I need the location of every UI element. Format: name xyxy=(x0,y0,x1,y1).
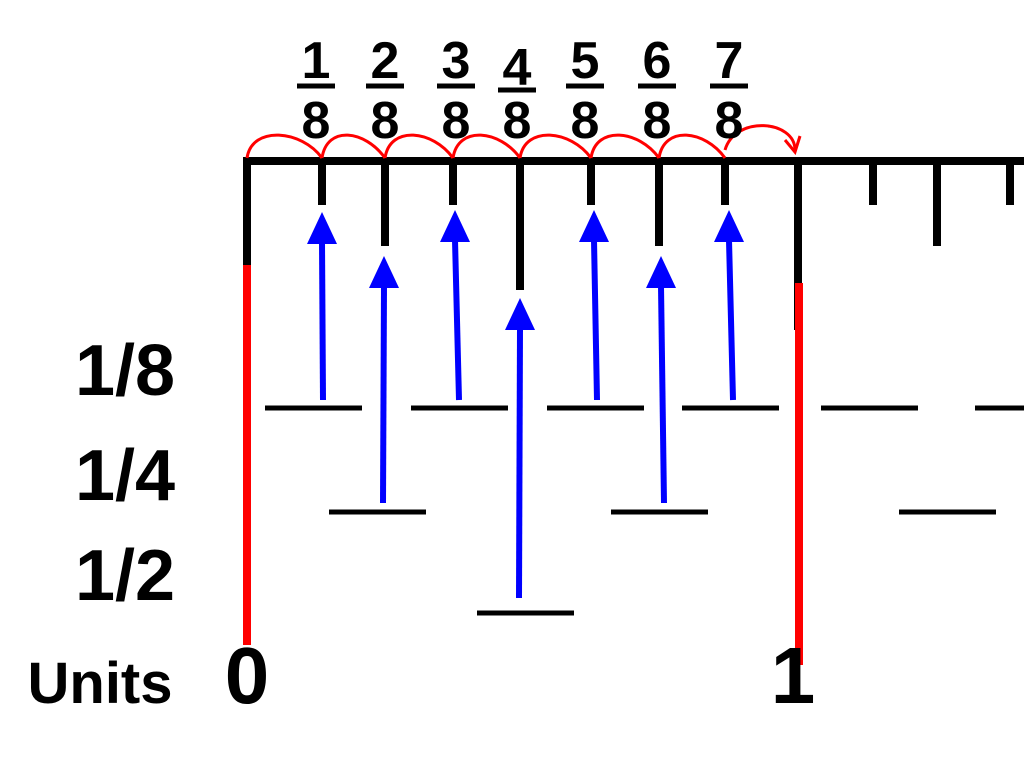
fraction-numerator: 2 xyxy=(371,32,400,90)
fraction-segments xyxy=(265,405,1024,616)
row-label-eighth: 1/8 xyxy=(75,331,175,411)
fraction-4-8: 48 xyxy=(498,39,536,150)
arrow-head-icon xyxy=(579,210,609,242)
fraction-1-8: 18 xyxy=(297,32,335,150)
arrow-head-icon xyxy=(369,256,399,288)
arrow-head-icon xyxy=(646,256,676,288)
fraction-2-8: 28 xyxy=(366,32,404,150)
arrow-shaft xyxy=(380,285,387,504)
arrow-shaft xyxy=(658,285,667,504)
arrow-head-icon xyxy=(440,210,470,242)
arrow-head-icon xyxy=(714,210,744,242)
hop-arc xyxy=(320,133,387,159)
unit-label-0: 0 xyxy=(225,631,270,720)
row-label-units: Units xyxy=(28,651,173,716)
arrow xyxy=(307,212,337,401)
arrow xyxy=(646,256,676,504)
hop-arc xyxy=(518,133,593,159)
fraction-numerator: 4 xyxy=(503,39,532,97)
fraction-denominator: 8 xyxy=(643,92,672,150)
arrow-shaft xyxy=(516,327,523,599)
fraction-numerator: 6 xyxy=(643,32,672,90)
arrow xyxy=(579,210,609,401)
fraction-numerator: 1 xyxy=(302,32,331,90)
arrow-head-icon xyxy=(307,212,337,244)
fraction-denominator: 8 xyxy=(503,92,532,150)
hop-arc xyxy=(589,133,661,159)
fraction-denominator: 8 xyxy=(715,92,744,150)
arrow-head-icon xyxy=(505,298,535,330)
arrow-shaft xyxy=(452,239,462,401)
fraction-numerator: 3 xyxy=(442,32,471,90)
fraction-numerator: 7 xyxy=(715,32,744,90)
fraction-7-8: 78 xyxy=(710,32,748,150)
ruler xyxy=(243,157,1024,665)
fraction-denominator: 8 xyxy=(302,92,331,150)
arrow-shaft xyxy=(726,239,736,401)
fraction-6-8: 68 xyxy=(638,32,676,150)
hop-arc xyxy=(245,133,324,159)
fraction-3-8: 38 xyxy=(437,32,475,150)
arrow xyxy=(440,210,470,401)
fraction-denominator: 8 xyxy=(371,92,400,150)
row-label-half: 1/2 xyxy=(75,536,175,616)
red-hop-arcs xyxy=(245,124,802,159)
arrow xyxy=(505,298,535,599)
fraction-denominator: 8 xyxy=(571,92,600,150)
blue-arrows xyxy=(307,210,744,599)
fraction-5-8: 58 xyxy=(566,32,604,150)
arrow-shaft xyxy=(319,241,326,401)
hop-arc xyxy=(383,133,455,159)
arrow xyxy=(714,210,744,401)
hop-arc xyxy=(723,124,797,151)
row-label-quarter: 1/4 xyxy=(75,436,175,516)
hop-arc xyxy=(451,133,522,159)
unit-label-1: 1 xyxy=(771,631,816,720)
arrow-shaft xyxy=(591,239,600,401)
arrow xyxy=(369,256,399,504)
hop-arrowhead-icon xyxy=(783,135,802,156)
fraction-denominator: 8 xyxy=(442,92,471,150)
hop-arc xyxy=(657,133,727,159)
fraction-numerator: 5 xyxy=(571,32,600,90)
